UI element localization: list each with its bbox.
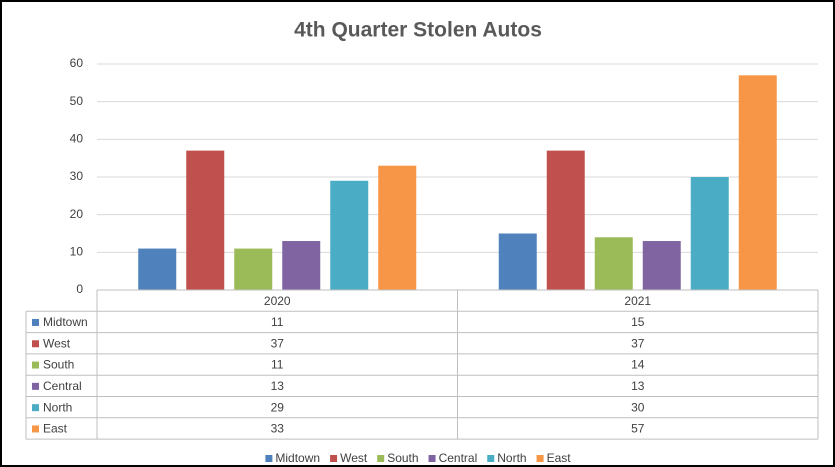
y-tick-label: 40 (70, 132, 84, 146)
bar (738, 75, 777, 290)
bar (282, 241, 321, 290)
legend-label: North (497, 451, 526, 465)
table-legend-key (32, 404, 39, 412)
y-tick-label: 30 (70, 169, 84, 183)
table-row-label: West (43, 336, 71, 350)
table-cell: 33 (271, 422, 285, 436)
legend-key (330, 455, 338, 462)
table-row-label: East (43, 422, 68, 436)
table-cell: 57 (631, 422, 645, 436)
table-cell: 13 (271, 379, 285, 393)
legend-key (536, 455, 544, 462)
table-row-label: Midtown (43, 315, 88, 329)
table-cell: 30 (631, 400, 645, 414)
legend-key (377, 455, 385, 462)
legend-label: East (547, 451, 572, 465)
bar (498, 233, 537, 290)
bar (378, 165, 417, 290)
bar (330, 180, 369, 290)
x-tick-label: 2020 (264, 294, 291, 308)
bar (186, 150, 225, 290)
legend-key (487, 455, 495, 462)
bar (690, 177, 729, 290)
bar (546, 150, 585, 290)
y-tick-label: 60 (70, 56, 84, 70)
table-legend-key (32, 382, 39, 390)
y-tick-label: 0 (76, 282, 83, 296)
table-cell: 11 (271, 358, 284, 372)
table-row-label: North (43, 400, 72, 414)
bar (594, 237, 633, 290)
table-legend-key (32, 318, 39, 326)
legend-key (265, 455, 273, 462)
table-legend-key (32, 425, 39, 433)
y-tick-label: 10 (70, 245, 84, 259)
table-cell: 15 (631, 315, 645, 329)
legend-label: Central (439, 451, 478, 465)
table-row-label: South (43, 358, 74, 372)
table-cell: 11 (271, 315, 284, 329)
x-tick-label: 2021 (624, 294, 651, 308)
table-legend-key (32, 361, 39, 369)
bar (234, 248, 273, 290)
table-cell: 13 (631, 379, 645, 393)
chart-title: 4th Quarter Stolen Autos (294, 19, 542, 42)
legend-label: West (340, 451, 368, 465)
table-cell: 37 (631, 336, 645, 350)
table-cell: 29 (271, 400, 285, 414)
y-tick-label: 20 (70, 207, 84, 221)
bar (642, 241, 681, 290)
legend-label: South (387, 451, 418, 465)
bar (138, 248, 177, 290)
legend-key (428, 455, 436, 462)
legend-label: Midtown (275, 451, 320, 465)
y-tick-label: 50 (70, 94, 84, 108)
table-row-label: Central (43, 379, 82, 393)
table-cell: 37 (271, 336, 285, 350)
table-cell: 14 (631, 358, 645, 372)
table-legend-key (32, 340, 39, 348)
